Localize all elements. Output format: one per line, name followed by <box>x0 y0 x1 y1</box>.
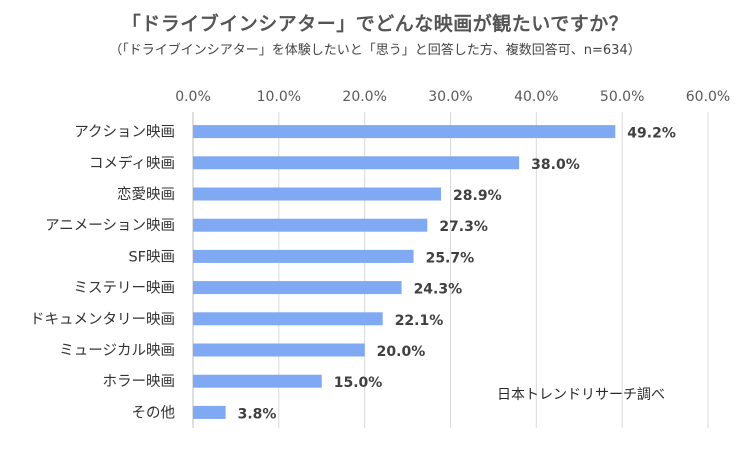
bar <box>193 125 616 139</box>
value-label: 3.8% <box>238 406 277 422</box>
category-label: ミステリー映画 <box>74 280 176 297</box>
bar <box>193 249 414 263</box>
category-label: ドキュメンタリー映画 <box>30 311 175 328</box>
bar <box>193 218 428 232</box>
value-label: 24.3% <box>414 282 463 298</box>
category-label: 恋愛映画 <box>117 185 175 203</box>
value-label: 25.7% <box>426 250 475 266</box>
x-tick-label: 30.0% <box>428 89 472 105</box>
source-credit: 日本トレンドリサーチ調べ <box>497 387 665 403</box>
category-label: その他 <box>132 404 176 421</box>
category-label: SF映画 <box>128 248 175 265</box>
value-label: 15.0% <box>334 375 383 391</box>
value-label: 22.1% <box>395 313 444 329</box>
value-label: 38.0% <box>531 157 580 173</box>
x-tick-label: 0.0% <box>175 89 211 105</box>
category-label: ミュージカル映画 <box>59 342 175 359</box>
category-label: アニメーション映画 <box>45 217 175 234</box>
value-label: 28.9% <box>453 188 502 204</box>
bar <box>193 187 442 201</box>
chart-subtitle: （「ドライブインシアター」を体験したいと「思う」と回答した方、複数回答可、n=6… <box>109 43 641 58</box>
category-label: アクション映画 <box>74 124 175 141</box>
x-tick-label: 20.0% <box>342 89 386 105</box>
category-label: コメディ映画 <box>89 154 175 172</box>
category-label: ホラー映画 <box>103 373 176 390</box>
bar <box>193 156 520 170</box>
bar <box>193 281 402 295</box>
bar <box>193 374 322 388</box>
x-tick-label: 60.0% <box>686 89 730 105</box>
x-tick-label: 40.0% <box>514 89 558 105</box>
value-label: 20.0% <box>377 344 426 360</box>
value-label: 49.2% <box>627 126 676 142</box>
bar <box>193 312 383 326</box>
value-label: 27.3% <box>439 219 488 235</box>
x-tick-label: 50.0% <box>600 89 644 105</box>
bar <box>193 343 365 357</box>
x-tick-label: 10.0% <box>257 89 301 105</box>
chart-title: 「ドライブインシアター」でどんな映画が観たいですか？ <box>121 13 629 35</box>
bar <box>193 405 226 419</box>
